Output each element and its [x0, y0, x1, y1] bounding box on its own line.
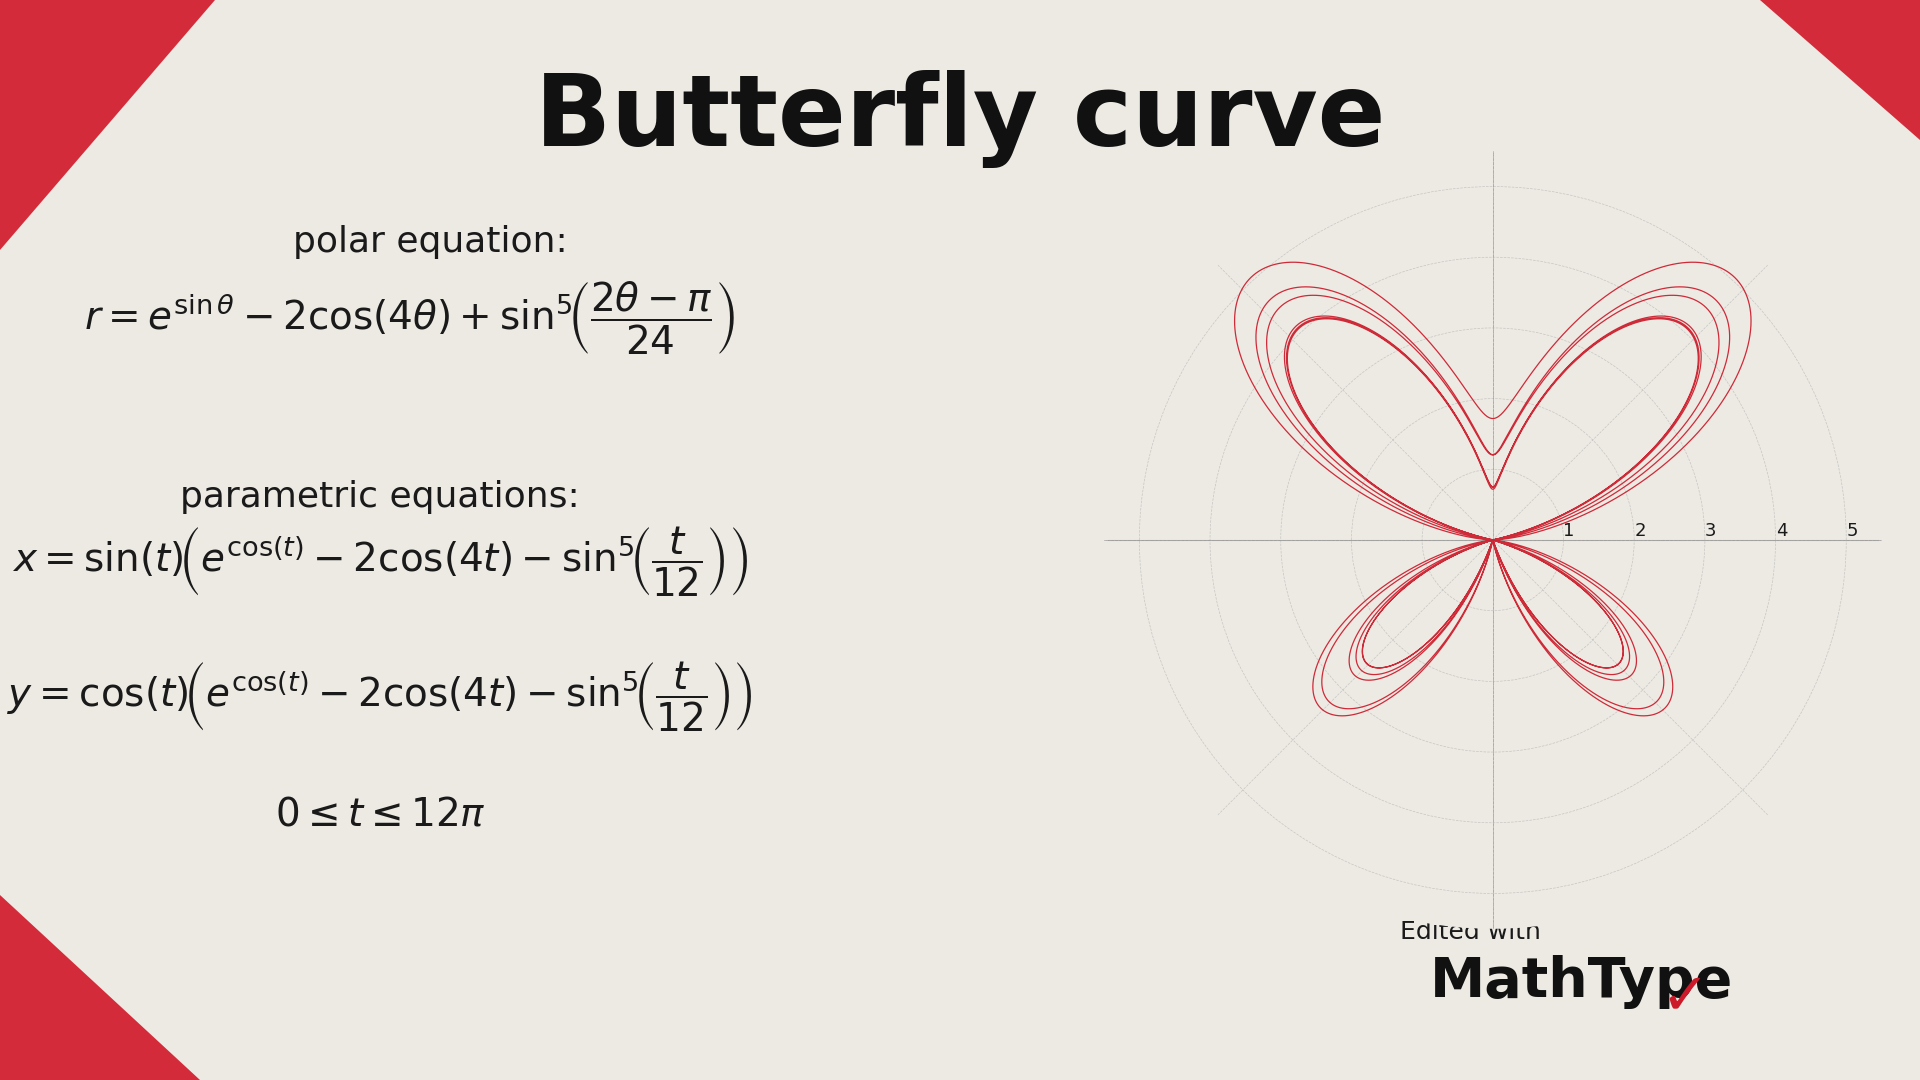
Polygon shape — [0, 895, 200, 1080]
Text: $0 \leq t \leq 12\pi$: $0 \leq t \leq 12\pi$ — [275, 795, 486, 833]
Text: Edited with: Edited with — [1400, 920, 1540, 944]
Text: polar equation:: polar equation: — [292, 225, 568, 259]
Text: $x = \sin(t)\!\left(e^{\cos(t)} - 2\cos(4t) - \sin^5\!\!\left(\dfrac{t}{12}\righ: $x = \sin(t)\!\left(e^{\cos(t)} - 2\cos(… — [12, 525, 749, 599]
Text: MathType: MathType — [1430, 955, 1734, 1009]
Text: ✓: ✓ — [1661, 968, 1709, 1025]
Text: $r = e^{\sin\theta} - 2\cos(4\theta) + \sin^5\!\!\left(\dfrac{2\theta - \pi}{24}: $r = e^{\sin\theta} - 2\cos(4\theta) + \… — [84, 280, 735, 357]
Polygon shape — [1761, 0, 1920, 140]
Polygon shape — [0, 0, 215, 249]
Text: parametric equations:: parametric equations: — [180, 480, 580, 514]
Text: $y = \cos(t)\!\left(e^{\cos(t)} - 2\cos(4t) - \sin^5\!\!\left(\dfrac{t}{12}\righ: $y = \cos(t)\!\left(e^{\cos(t)} - 2\cos(… — [8, 660, 753, 734]
Text: Butterfly curve: Butterfly curve — [536, 70, 1384, 168]
